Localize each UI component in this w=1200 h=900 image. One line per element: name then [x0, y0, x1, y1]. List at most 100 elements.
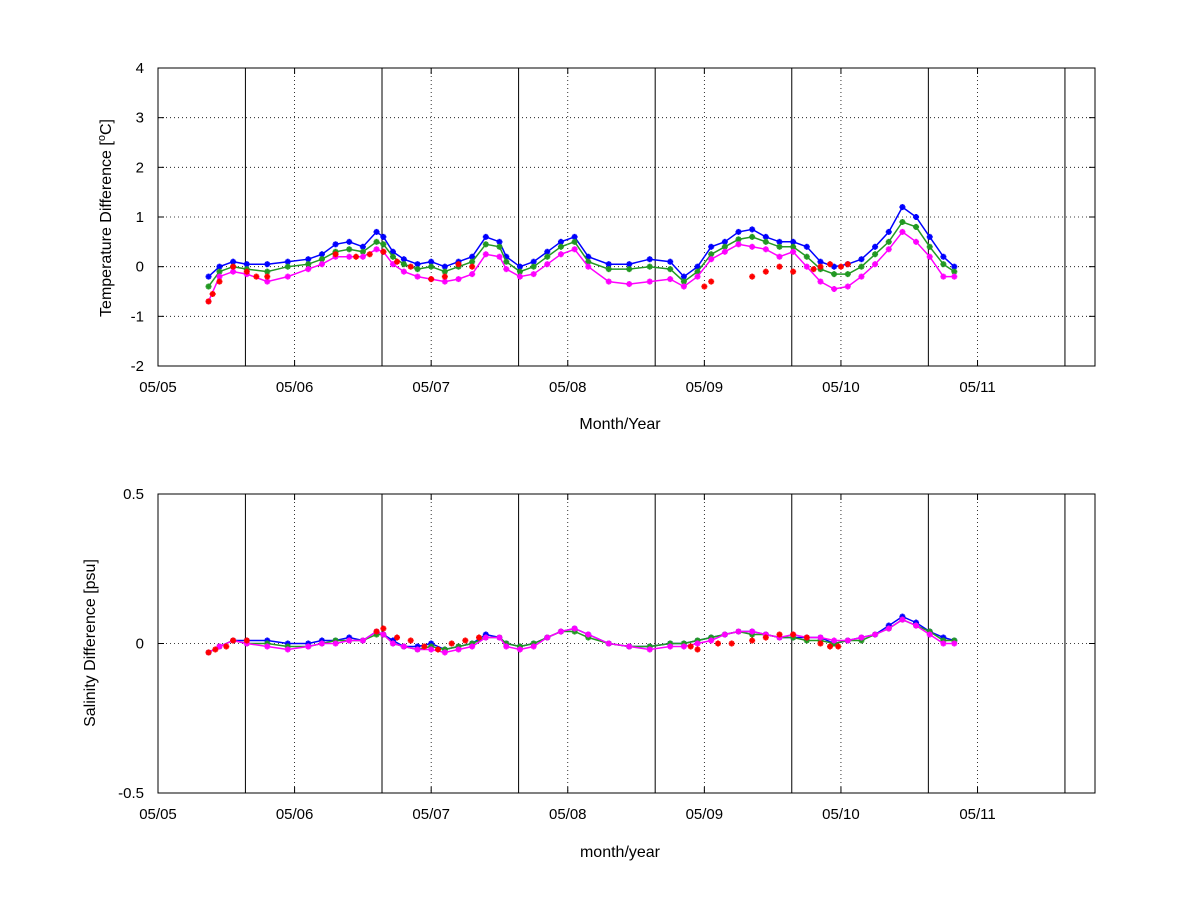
temperature-data-point [885, 238, 892, 245]
temperature-data-point [530, 271, 537, 278]
temperature-data-point [708, 278, 715, 285]
temperature-data-point [332, 241, 339, 248]
temperature-ticks: 05/05 05/06 05/07 05/08 05/09 05/10 05/11 -2 -1 0… [131, 60, 1095, 396]
temperature-data-point [844, 283, 851, 290]
temperature-data-point [400, 261, 407, 268]
salinity-data-point [448, 640, 455, 647]
temperature-data-point [680, 278, 687, 285]
temperature-data-point [721, 248, 728, 255]
salinity-data-point [389, 640, 396, 647]
salinity-data-point [421, 643, 428, 650]
salinity-data-point [951, 640, 958, 647]
temperature-data-point [827, 261, 834, 268]
temperature-data-point [721, 243, 728, 250]
temperature-data-point [264, 273, 271, 280]
temperature-data-point [353, 253, 360, 260]
temperature-data-point [441, 273, 448, 280]
temperature-data-point [667, 266, 674, 273]
salinity-data-point [749, 637, 756, 644]
temperature-data-point [264, 261, 271, 268]
temperature-vertical-markers [244, 68, 1066, 366]
salinity-data-point [212, 646, 219, 653]
salinity-x-tick-label: 05/09 [686, 806, 724, 823]
temperature-data-point [557, 251, 564, 258]
salinity-data-point [346, 637, 353, 644]
temperature-data-point [230, 263, 237, 270]
temperature-data-point [899, 204, 906, 211]
temperature-data-point [414, 273, 421, 280]
temperature-data-point [407, 263, 414, 270]
temperature-data-point [216, 273, 223, 280]
temperature-data-point [414, 261, 421, 268]
temperature-data-point [380, 233, 387, 240]
salinity-data-point [332, 640, 339, 647]
temperature-data-point [503, 258, 510, 265]
temperature-data-point [585, 263, 592, 270]
salinity-data-point [530, 643, 537, 650]
temperature-data-point [817, 278, 824, 285]
temperature-data-point [318, 261, 325, 268]
temperature-data-point [762, 238, 769, 245]
salinity-data-point [762, 634, 769, 641]
temperature-data-point [496, 253, 503, 260]
temperature-y-tick-label: -2 [131, 358, 144, 375]
temperature-data-point [469, 258, 476, 265]
salinity-data-point [475, 634, 482, 641]
salinity-x-tick-label: 05/11 [959, 806, 995, 823]
salinity-data-point [571, 625, 578, 632]
temperature-data-point [605, 278, 612, 285]
temperature-y-tick-label: 1 [136, 209, 144, 226]
temperature-data-point [646, 278, 653, 285]
temperature-data-point [762, 246, 769, 253]
temperature-data-point [243, 268, 250, 275]
temperature-data-point [885, 246, 892, 253]
salinity-x-tick-label: 05/10 [822, 806, 860, 823]
temperature-data-point [694, 273, 701, 280]
salinity-data-point [790, 631, 797, 638]
temperature-data-point [469, 263, 476, 270]
temperature-data-point [400, 256, 407, 263]
temperature-data-point [913, 214, 920, 220]
temperature-data-point [790, 268, 797, 275]
temperature-x-tick-label: 05/08 [549, 379, 587, 396]
temperature-data-point [428, 258, 435, 265]
temperature-x-tick-label: 05/07 [412, 379, 450, 396]
temperature-data-point [872, 243, 879, 250]
temperature-data-point [926, 233, 933, 240]
salinity-data-point [817, 634, 824, 641]
salinity-data-point [831, 637, 838, 644]
temperature-data-point [926, 253, 933, 260]
temperature-data-point [205, 298, 212, 305]
temperature-data-point [544, 261, 551, 268]
salinity-data-point [305, 643, 312, 650]
salinity-data-point [557, 628, 564, 635]
salinity-data-point [284, 646, 291, 653]
temperature-data-point [646, 263, 653, 270]
temperature-data-point [216, 278, 223, 285]
salinity-data-point [462, 637, 469, 644]
temperature-data-point [735, 236, 742, 243]
temperature-data-point [776, 263, 783, 270]
temperature-data-point [305, 266, 312, 273]
temperature-data-point [346, 246, 353, 253]
salinity-data-point [926, 631, 933, 638]
temperature-data-point [428, 276, 435, 283]
temperature-data-point [803, 263, 810, 270]
salinity-data-point [496, 634, 503, 641]
temperature-panel: 05/05 05/06 05/07 05/08 05/09 05/10 05/11 -2 -1 0… [96, 60, 1096, 433]
temperature-data-point [899, 218, 906, 225]
temperature-data-point [667, 276, 674, 283]
temperature-data-point [230, 268, 237, 275]
salinity-data-point [803, 634, 810, 641]
temperature-data-point [469, 271, 476, 278]
temperature-data-point [872, 261, 879, 268]
salinity-data-point [694, 646, 701, 653]
temperature-data-point [389, 261, 396, 268]
salinity-data-point [680, 643, 687, 650]
salinity-data-point [827, 643, 834, 650]
salinity-data-point [230, 637, 237, 644]
temperature-data-point [284, 258, 291, 265]
temperature-data-point [626, 266, 633, 273]
